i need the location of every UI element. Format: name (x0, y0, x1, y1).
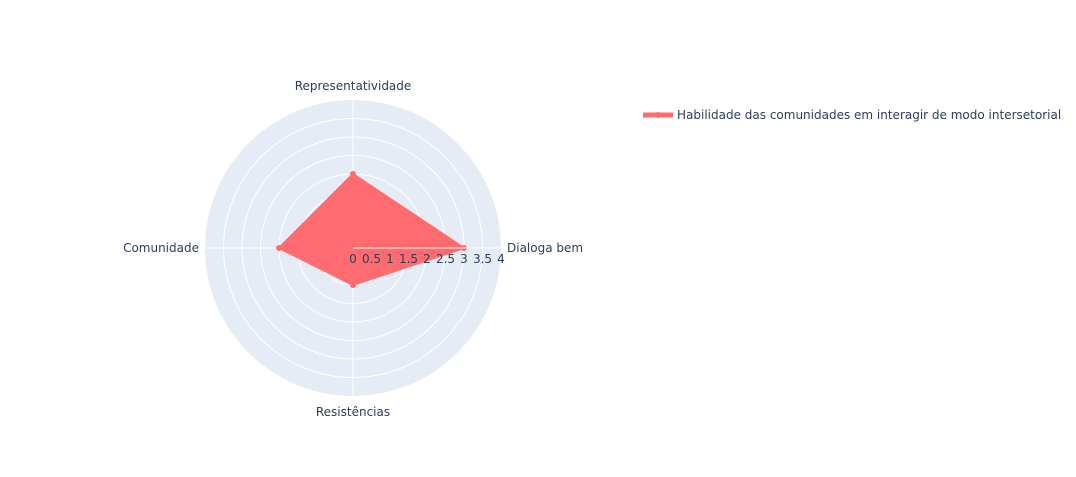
legend-item-label: Habilidade das comunidades em interagir … (677, 108, 1061, 122)
angular-axis-labels: Dialoga bem Representatividade Comunidade R… (123, 79, 583, 419)
radial-tick-label: 0 (349, 252, 357, 266)
radial-tick-label: 2.5 (436, 252, 455, 266)
radial-tick-label: 4 (497, 252, 505, 266)
angular-label-comunidade: Comunidade (123, 241, 199, 255)
radial-tick-label: 3 (460, 252, 468, 266)
data-point-comunidade (276, 245, 282, 251)
radial-tick-label: 3.5 (473, 252, 492, 266)
legend-swatch-marker (655, 112, 661, 118)
radial-tick-labels: 0 0.5 1 1.5 2 2.5 3 3.5 4 (349, 247, 505, 266)
angular-label-dialoga-bem: Dialoga bem (507, 241, 583, 255)
data-point-resist-ncias (350, 282, 356, 288)
angular-label-resist-ncias: Resistências (316, 405, 390, 419)
legend[interactable]: Habilidade das comunidades em interagir … (643, 108, 1061, 122)
radial-tick-label: 1.5 (399, 252, 418, 266)
data-point-representatividade (350, 171, 356, 177)
radial-tick-label: 0.5 (362, 252, 381, 266)
radial-tick-label: 2 (423, 252, 431, 266)
angular-label-representatividade: Representatividade (295, 79, 412, 93)
radial-tick-label: 1 (386, 252, 394, 266)
